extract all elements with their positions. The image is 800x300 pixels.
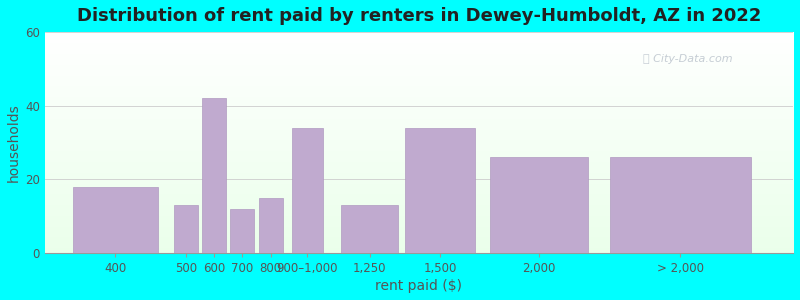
Bar [405, 128, 475, 253]
Bar [292, 128, 323, 253]
Bar [258, 198, 282, 253]
Bar [202, 98, 226, 253]
Bar [73, 187, 158, 253]
Text: ⓘ City-Data.com: ⓘ City-Data.com [643, 54, 733, 64]
Bar [342, 205, 398, 253]
Bar [174, 205, 198, 253]
Bar [610, 157, 750, 253]
Bar [230, 209, 254, 253]
X-axis label: rent paid ($): rent paid ($) [375, 279, 462, 293]
Y-axis label: households: households [7, 103, 21, 182]
Bar [490, 157, 588, 253]
Title: Distribution of rent paid by renters in Dewey-Humboldt, AZ in 2022: Distribution of rent paid by renters in … [77, 7, 761, 25]
